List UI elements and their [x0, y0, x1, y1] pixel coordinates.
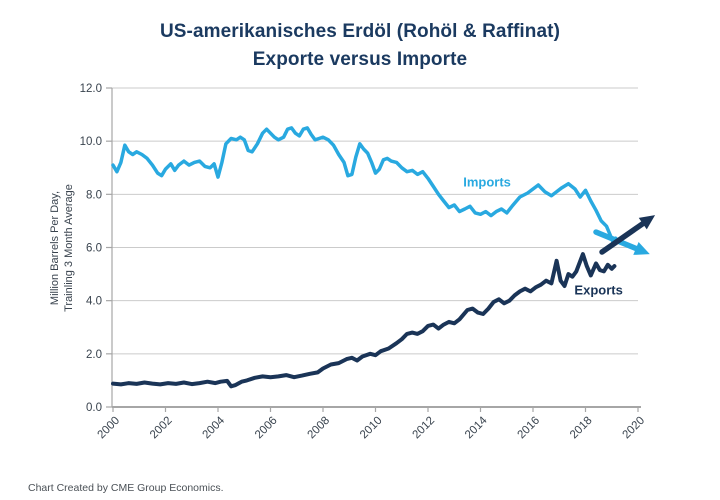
- y-tick-label: 12.0: [80, 83, 102, 95]
- chart-title-line2: Exporte versus Importe: [252, 49, 468, 70]
- x-tick-label: 2006: [253, 415, 280, 442]
- chart-title-line1: US-amerikanisches Erdöl (Rohöl & Raffina…: [159, 21, 561, 42]
- chart-footer: Chart Created by CME Group Economics. So…: [28, 452, 315, 500]
- x-tick-label: 2018: [568, 415, 595, 442]
- x-tick-label: 2010: [358, 415, 385, 442]
- y-tick-label: 10.0: [80, 136, 102, 148]
- footer-credit-line: Chart Created by CME Group Economics.: [28, 482, 224, 494]
- x-tick-label: 2020: [621, 415, 648, 442]
- chart-title: US-amerikanisches Erdöl (Rohöl & Raffina…: [0, 18, 720, 74]
- y-tick-label: 0.0: [86, 402, 102, 414]
- imports-trend-arrow-head: [633, 241, 650, 255]
- y-tick-label: 8.0: [86, 189, 102, 201]
- x-tick-label: 2016: [516, 415, 543, 442]
- y-tick-label: 6.0: [86, 243, 102, 255]
- x-tick-label: 2014: [463, 414, 490, 441]
- exports-trend-arrow-head: [638, 215, 656, 230]
- x-tick-label: 2008: [306, 415, 333, 442]
- exports-trend-arrow-shaft: [599, 220, 647, 255]
- x-tick-label: 2000: [96, 415, 123, 442]
- imports-line: [111, 126, 618, 244]
- y-tick-label: 4.0: [86, 296, 102, 308]
- x-tick-label: 2002: [148, 415, 175, 442]
- x-tick-label: 2012: [411, 415, 438, 442]
- exports-label: Exports: [574, 283, 622, 298]
- x-tick-label: 2004: [201, 414, 228, 441]
- exports-line: [111, 252, 617, 389]
- imports-label: Imports: [463, 174, 511, 189]
- y-tick-label: 2.0: [86, 349, 102, 361]
